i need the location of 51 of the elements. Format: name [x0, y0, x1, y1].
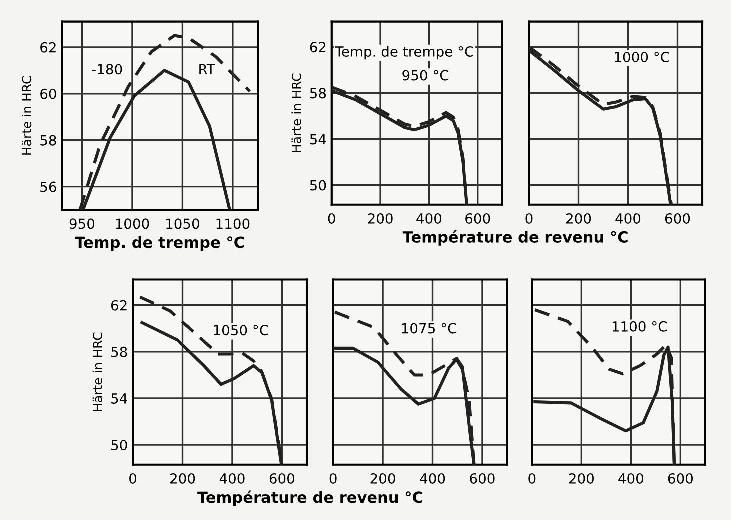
y-axis-title: Härte in HRC	[22, 76, 32, 155]
x-tick-label: 600	[668, 473, 693, 484]
y-tick-label: 54	[310, 134, 326, 145]
x-tick-label: 600	[466, 213, 490, 224]
y-axis-title: Härte in HRC	[292, 74, 302, 152]
y-tick-label: 62	[310, 42, 326, 53]
x-tick-label: 0	[130, 473, 137, 484]
annotation: 1075 °C	[402, 323, 456, 334]
x-tick-label: 1050	[166, 218, 200, 230]
x-tick-label: 950	[70, 218, 95, 230]
x-tick-label: 200	[566, 213, 592, 224]
y-tick-label: 50	[112, 440, 128, 451]
x-axis-title: Température de revenu °C	[198, 490, 423, 506]
annotation: RT	[200, 64, 216, 74]
x-tick-label: 0	[328, 213, 336, 224]
y-tick-label: 54	[112, 394, 128, 404]
x-tick-label: 0	[528, 473, 536, 484]
y-tick-label: 62	[40, 42, 56, 53]
x-tick-label: 600	[665, 213, 690, 224]
x-tick-label: 0	[330, 473, 337, 484]
x-tick-label: 200	[170, 473, 196, 484]
line-series	[78, 34, 252, 210]
x-axis-title: Temp. de trempe °C	[75, 236, 244, 252]
y-tick-label: 62	[111, 300, 127, 311]
y-tick-label: 58	[112, 346, 128, 358]
y-tick-label: 60	[40, 88, 56, 100]
x-tick-label: 1000	[116, 218, 150, 230]
annotation: Temp. de trempe °C	[335, 46, 474, 60]
x-tick-label: 1100	[216, 218, 250, 230]
annotation: 1100 °C	[612, 321, 668, 332]
y-tick-label: 50	[310, 180, 326, 191]
x-tick-label: 400	[618, 473, 644, 484]
y-tick-label: 56	[40, 182, 56, 192]
x-tick-label: 0	[526, 213, 533, 224]
x-tick-label: 600	[270, 473, 294, 484]
annotation: 1050 °C	[214, 325, 268, 336]
annotation: -180	[92, 64, 122, 75]
x-axis-title: Température de revenu °C	[402, 230, 628, 246]
y-tick-label: 58	[310, 88, 326, 99]
x-tick-label: 200	[368, 213, 393, 224]
x-tick-label: 200	[569, 473, 594, 484]
annotation: 950 °C	[402, 70, 449, 81]
x-tick-label: 600	[470, 473, 495, 484]
y-axis-title: Härte in HRC	[92, 332, 103, 412]
x-tick-label: 400	[616, 213, 641, 224]
x-tick-label: 400	[416, 213, 442, 224]
x-tick-label: 200	[370, 473, 396, 484]
x-tick-label: 400	[220, 473, 245, 484]
x-tick-label: 400	[420, 473, 446, 484]
y-tick-label: 58	[40, 135, 56, 146]
annotation: 1000 °C	[615, 52, 670, 62]
